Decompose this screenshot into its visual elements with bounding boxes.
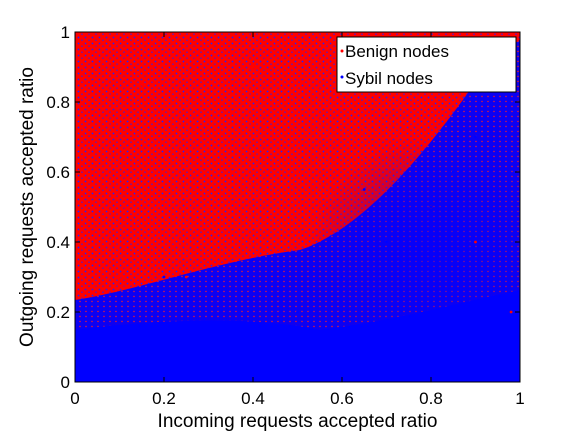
data-point-series-1-17 (296, 310, 299, 314)
data-point-series-1-12 (385, 240, 388, 244)
x-axis-label: Incoming requests accepted ratio (158, 411, 438, 432)
series-layer (95, 48, 513, 370)
data-point-series-1-1 (118, 345, 121, 349)
legend-marker-benign (340, 49, 344, 53)
x-tick-label-5: 1 (515, 389, 524, 408)
sybil-glow (310, 140, 520, 360)
data-point-series-1-20 (362, 188, 366, 191)
x-tick-label-4: 0.8 (419, 389, 443, 408)
data-point-series-1-8 (429, 338, 433, 342)
data-point-series-1-6 (340, 345, 344, 349)
data-point-series-0-15 (296, 170, 299, 174)
data-point-series-0-8 (207, 205, 210, 209)
data-point-series-1-7 (385, 328, 388, 331)
data-point-series-0-7 (162, 170, 166, 174)
data-point-series-1-4 (251, 359, 255, 363)
x-tick-label-3: 0.6 (330, 389, 354, 408)
data-point-series-0-10 (273, 135, 277, 139)
y-tick-label-1: 0.2 (46, 303, 70, 322)
data-point-series-1-11 (340, 275, 344, 279)
data-point-series-0-4 (184, 100, 188, 104)
plot-frame (74, 31, 521, 383)
data-point-series-0-1 (118, 65, 121, 69)
data-point-series-0-17 (385, 135, 388, 139)
data-point-series-1-3 (207, 338, 210, 342)
sybil-core-region (75, 290, 520, 382)
x-tick-label-1: 0.2 (152, 389, 176, 408)
x-tick-label-0: 0 (70, 389, 79, 408)
data-point-series-0-0 (95, 48, 99, 51)
data-point-series-1-0 (95, 363, 99, 366)
legend: Benign nodes Sybil nodes (336, 36, 517, 93)
data-point-series-1-10 (496, 363, 500, 366)
data-point-series-0-5 (207, 118, 210, 121)
y-axis: 0 0.2 0.4 0.6 0.8 1 (46, 23, 520, 392)
data-point-series-0-3 (162, 65, 166, 69)
legend-label-sybil: Sybil nodes (345, 69, 433, 88)
data-point-series-1-2 (162, 352, 166, 356)
data-point-series-0-9 (251, 65, 255, 69)
data-point-series-1-19 (251, 258, 255, 261)
data-point-series-1-5 (296, 366, 299, 370)
legend-label-benign: Benign nodes (345, 42, 449, 61)
legend-marker-sybil (340, 75, 344, 79)
data-point-series-1-15 (474, 135, 477, 139)
data-point-series-0-13 (118, 275, 121, 279)
data-point-series-1-9 (474, 352, 477, 356)
data-point-series-1-18 (162, 275, 166, 279)
y-tick-label-2: 0.4 (46, 233, 70, 252)
data-point-series-0-20 (509, 310, 513, 314)
y-tick-label-3: 0.6 (46, 163, 70, 182)
y-tick-label-0: 0 (61, 373, 70, 392)
data-point-series-0-12 (95, 205, 99, 209)
data-point-series-0-19 (474, 240, 477, 244)
data-point-series-0-11 (229, 240, 233, 244)
y-tick-label-5: 1 (61, 23, 70, 42)
data-point-series-1-14 (451, 170, 455, 174)
y-axis-label: Outgoing requests accepted ratio (17, 67, 38, 347)
x-tick-label-2: 0.4 (241, 389, 265, 408)
data-point-series-0-16 (340, 100, 344, 104)
data-point-series-0-14 (184, 275, 188, 279)
x-axis: 0 0.2 0.4 0.6 0.8 1 (70, 32, 525, 408)
data-point-series-0-2 (140, 83, 144, 86)
data-point-series-0-6 (118, 146, 121, 149)
y-tick-label-4: 0.8 (46, 93, 70, 112)
legend-box (336, 36, 517, 93)
data-point-series-1-13 (429, 205, 433, 209)
